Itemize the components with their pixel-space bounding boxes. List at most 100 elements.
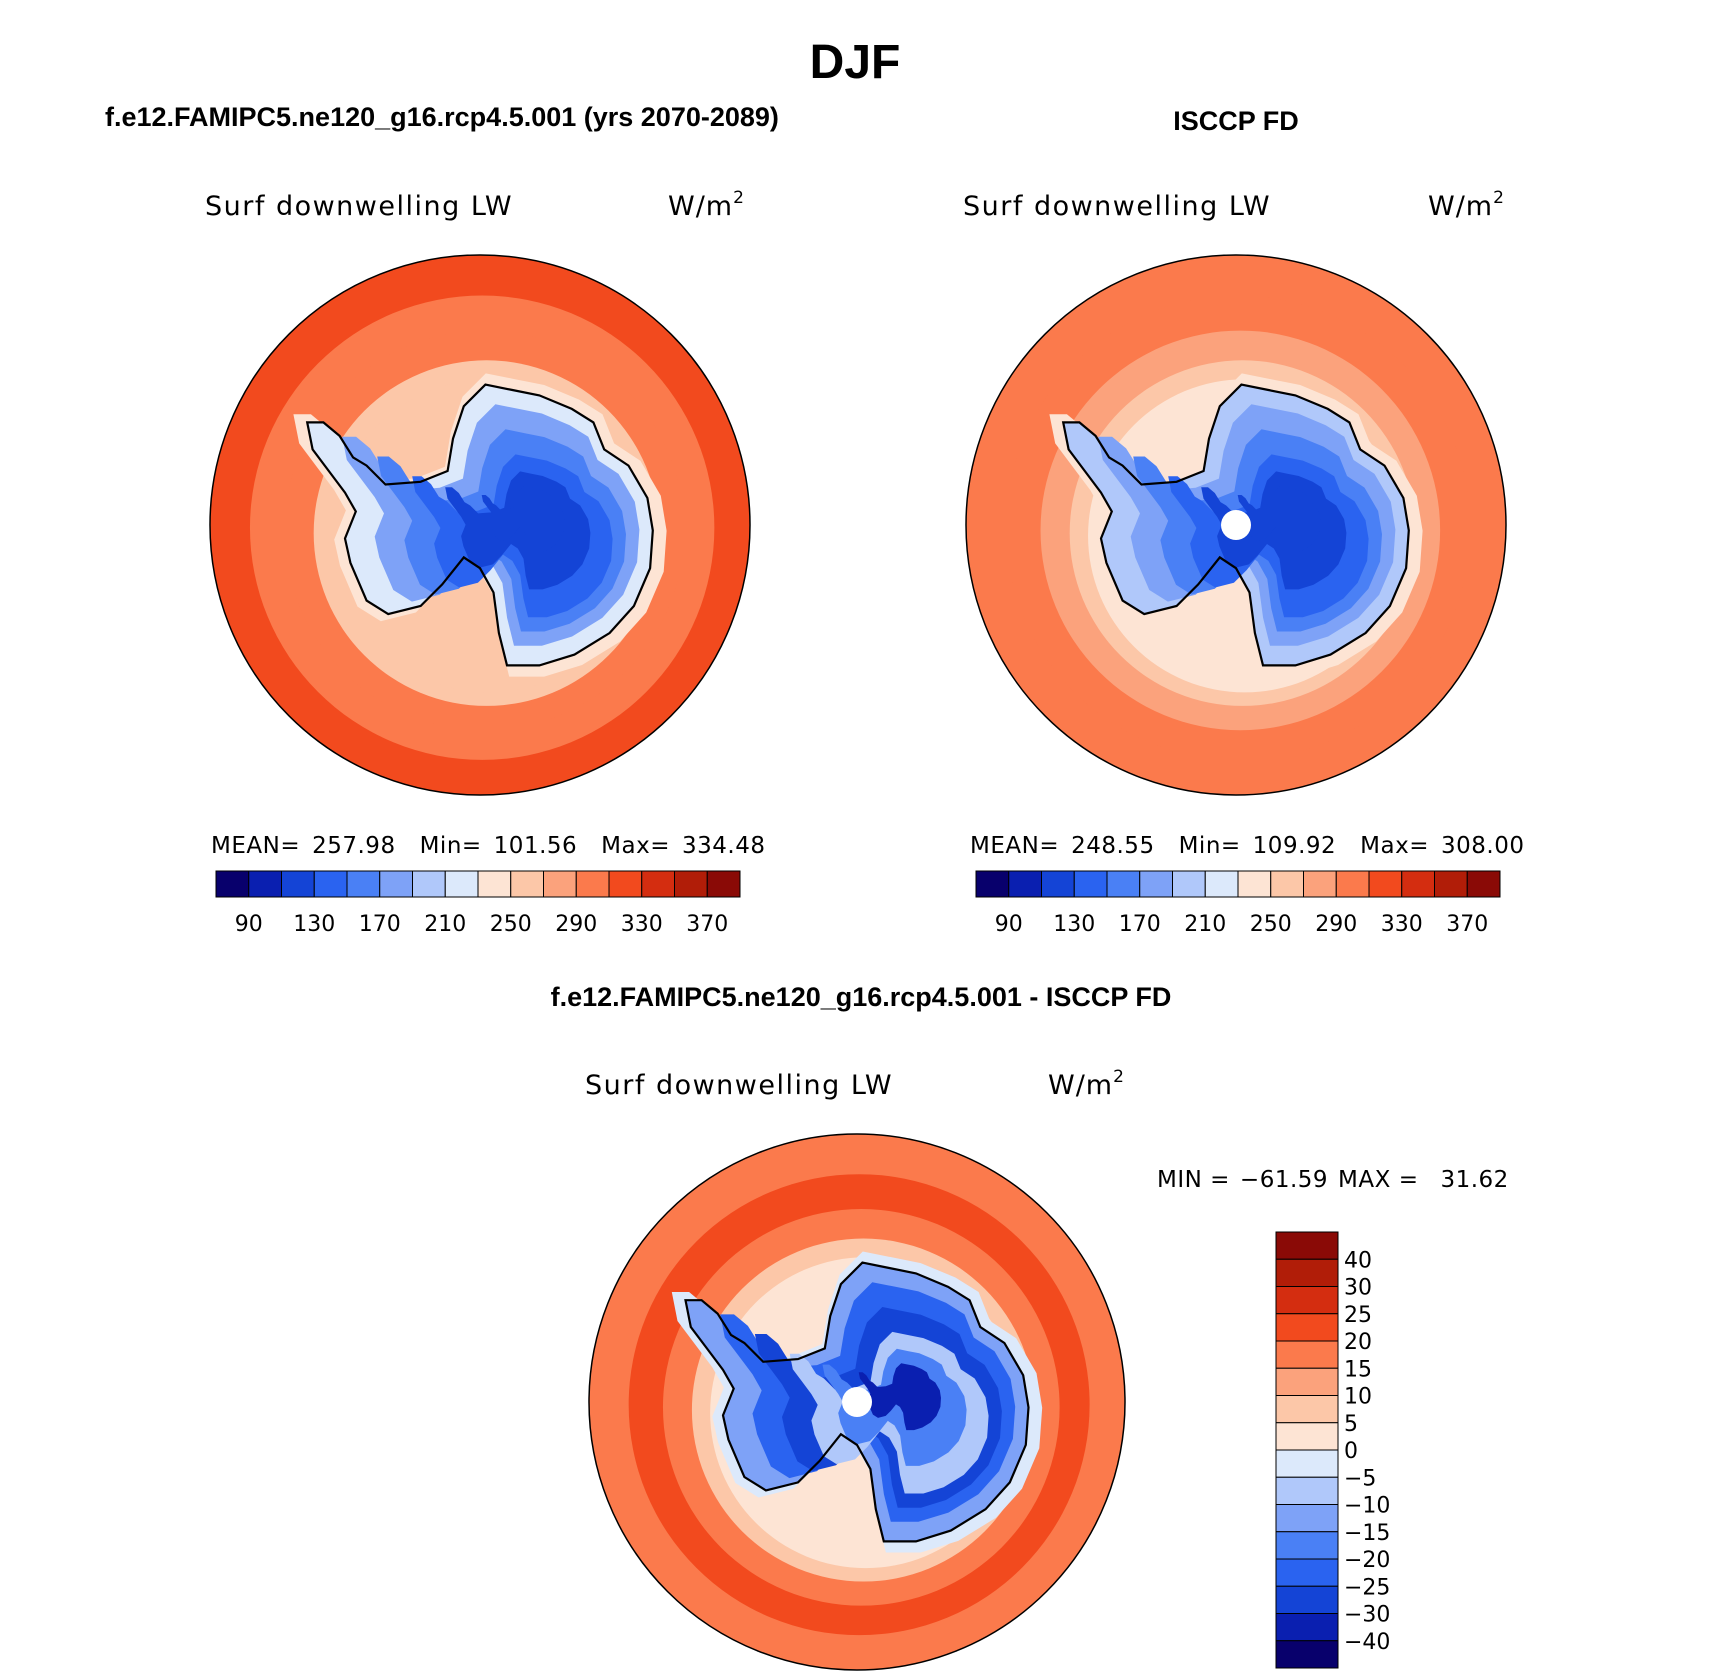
- colorbar-tick-label: 15: [1344, 1357, 1372, 1382]
- colorbar-swatch: [543, 870, 577, 898]
- stat-min-label: Min=: [420, 833, 482, 859]
- stat-min-value: 109.92: [1253, 833, 1336, 859]
- colorbar-tick-label: −15: [1344, 1521, 1390, 1546]
- map-contour-interior: [445, 471, 591, 590]
- colorbar-tick-label: 210: [1184, 912, 1226, 937]
- colorbar-swatch: [1139, 870, 1173, 898]
- colorbar-model: 90 130 170 210 250 290 330 370: [215, 870, 741, 937]
- stat-mean-value: 248.55: [1071, 833, 1154, 859]
- stat-min-value: 101.56: [494, 833, 577, 859]
- colorbar-tick-label: 210: [424, 912, 466, 937]
- colorbar-swatch: [1073, 870, 1108, 898]
- colorbar-swatch: [1275, 1231, 1339, 1260]
- colorbar-swatch: [1270, 870, 1304, 898]
- colorbar-swatch: [313, 870, 348, 898]
- stat-mean-value: 257.98: [312, 833, 395, 859]
- colorbar-swatch: [706, 870, 741, 898]
- colorbar-tick-label: 330: [621, 912, 663, 937]
- colorbar-swatch: [477, 870, 512, 898]
- panel-model-variable: Surf downwelling LW: [205, 191, 513, 222]
- colorbar-swatch: [510, 870, 544, 898]
- units-base: W/m: [1048, 1070, 1113, 1101]
- colorbar-swatch: [1401, 870, 1435, 898]
- colorbar-swatch: [1275, 1449, 1339, 1478]
- panel-obs-variable: Surf downwelling LW: [963, 191, 1271, 222]
- colorbar-swatch: [1275, 1422, 1339, 1451]
- colorbar-tick-label: 90: [235, 912, 263, 937]
- colorbar-swatch: [444, 870, 479, 898]
- colorbar-tick-label: 130: [293, 912, 335, 937]
- colorbar-tick-label: 250: [490, 912, 532, 937]
- panel-diff-header: f.e12.FAMIPC5.ne120_g16.rcp4.5.001 - ISC…: [551, 982, 1172, 1012]
- colorbar-swatch: [575, 870, 610, 898]
- panel-model-units: W/m2: [668, 188, 745, 222]
- panel-obs-header: ISCCP FD: [1173, 106, 1299, 136]
- colorbar-swatch: [1275, 1640, 1339, 1669]
- map-contour-interior: [858, 1363, 941, 1431]
- map-obs-coastline: [1061, 383, 1410, 667]
- units-base: W/m: [1428, 191, 1493, 222]
- colorbar-swatch: [674, 870, 708, 898]
- colorbar-swatch: [1275, 1585, 1339, 1614]
- colorbar-tick-label: −25: [1344, 1575, 1390, 1600]
- stat-max-label: Max=: [601, 833, 670, 859]
- colorbar-swatch: [1434, 870, 1468, 898]
- stat-max-value: 308.00: [1441, 833, 1524, 859]
- figure-title: DJF: [810, 36, 901, 89]
- colorbar-swatch: [1275, 1504, 1339, 1533]
- colorbar-tick-label: 370: [686, 912, 728, 937]
- colorbar-swatch: [1172, 870, 1206, 898]
- colorbar-swatch: [248, 870, 282, 898]
- colorbar-tick-label: −30: [1344, 1603, 1390, 1628]
- panel-obs-stats: MEAN= 248.55 Min= 109.92 Max= 308.00: [970, 833, 1524, 859]
- map-contour-interior: [481, 485, 565, 554]
- colorbar-swatch: [1275, 1395, 1339, 1424]
- map-obs-border: [965, 254, 1507, 796]
- colorbar-tick-label: 370: [1446, 912, 1488, 937]
- map-model-border: [209, 254, 751, 796]
- colorbar-tick-label: −40: [1344, 1630, 1390, 1655]
- map-model: [210, 255, 750, 795]
- panel-model-stats: MEAN= 257.98 Min= 101.56 Max= 334.48: [211, 833, 765, 859]
- colorbar-tick-label: 20: [1344, 1330, 1372, 1355]
- map-contour-interior: [822, 1348, 967, 1466]
- stat-max-value: 334.48: [682, 833, 765, 859]
- colorbar-swatch: [1335, 870, 1370, 898]
- map-diff-border: [588, 1133, 1126, 1671]
- colorbar-obs: 90 130 170 210 250 290 330 370: [975, 870, 1501, 937]
- colorbar-swatch: [1275, 1531, 1339, 1560]
- colorbar-swatch: [215, 870, 250, 898]
- map-diff-coastline: [684, 1261, 1030, 1543]
- units-exponent: 2: [733, 188, 745, 208]
- colorbar-swatch: [1368, 870, 1403, 898]
- colorbar-tick-label: 170: [359, 912, 401, 937]
- colorbar-swatch: [641, 870, 675, 898]
- colorbar-tick-label: −5: [1344, 1466, 1376, 1491]
- stat-min-value: −61.59: [1240, 1167, 1328, 1193]
- units-exponent: 2: [1113, 1067, 1125, 1087]
- colorbar-swatch: [1008, 870, 1042, 898]
- colorbar-swatch: [1275, 1313, 1339, 1342]
- colorbar-swatch: [281, 870, 315, 898]
- colorbar-swatch: [1237, 870, 1272, 898]
- colorbar-swatch: [346, 870, 381, 898]
- units-exponent: 2: [1493, 188, 1505, 208]
- units-base: W/m: [668, 191, 733, 222]
- colorbar-swatch: [1204, 870, 1239, 898]
- colorbar-tick-label: 30: [1344, 1276, 1372, 1301]
- colorbar-tick-label: 250: [1250, 912, 1292, 937]
- map-diff-pole-hole: [842, 1387, 872, 1417]
- colorbar-swatch: [412, 870, 446, 898]
- stat-max-label: MAX =: [1338, 1167, 1418, 1193]
- colorbar-tick-label: 40: [1344, 1248, 1372, 1273]
- stat-mean-label: MEAN=: [211, 833, 300, 859]
- colorbar-tick-label: 170: [1119, 912, 1161, 937]
- colorbar-tick-label: 130: [1053, 912, 1095, 937]
- colorbar-swatch: [1275, 1558, 1339, 1587]
- panel-diff-stats: MIN = −61.59 MAX = 31.62: [1157, 1167, 1509, 1193]
- colorbar-swatch: [1041, 870, 1075, 898]
- colorbar-swatch: [608, 870, 643, 898]
- colorbar-swatch: [975, 870, 1010, 898]
- stat-max-value: 31.62: [1440, 1167, 1508, 1193]
